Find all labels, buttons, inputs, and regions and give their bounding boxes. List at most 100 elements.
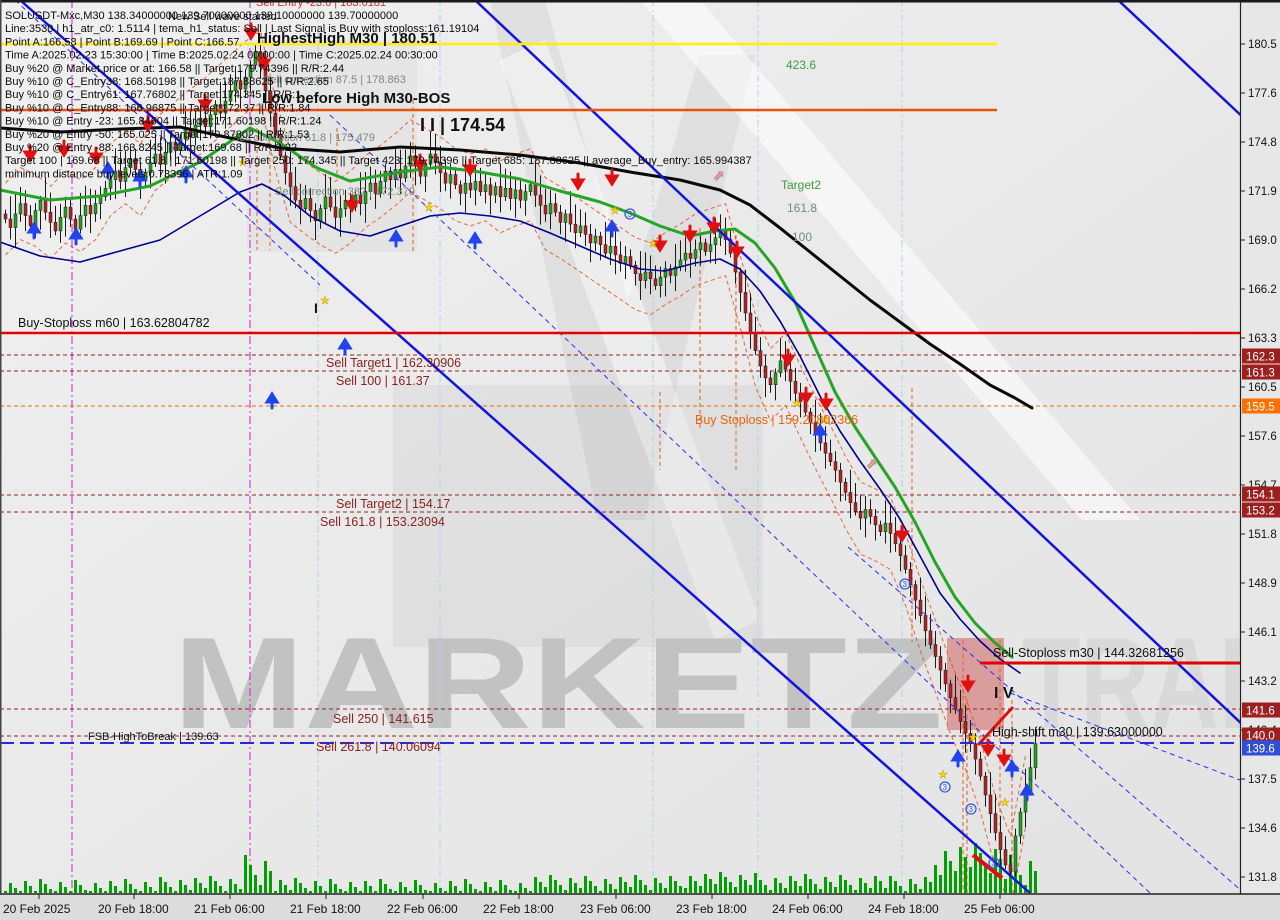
sell-arrow-icon: [22, 144, 38, 163]
sell-arrow-icon: [996, 748, 1012, 767]
price-tick-label: 160.5: [1248, 382, 1277, 394]
time-tick-label: 24 Feb 18:00: [868, 902, 939, 916]
watermark: MARKETZ TRADE: [173, 610, 1280, 756]
star-icon: ★: [238, 157, 248, 169]
time-axis[interactable]: 20 Feb 2025 20 Feb 18:00 21 Feb 06:00 21 Fe…: [0, 893, 1280, 920]
sell-arrow-icon: [140, 114, 156, 133]
sell-arrow-icon: [818, 392, 834, 411]
buy-arrow-icon: [132, 169, 148, 188]
price-tick-label: 180.5: [1248, 39, 1277, 51]
sell-100-label: Sell 100 | 161.37: [336, 374, 430, 388]
price-tick-label: 171.9: [1248, 186, 1277, 198]
sell-arrow-icon: [729, 240, 745, 259]
star-icon: ★: [320, 295, 330, 307]
buy-arrow-icon: [604, 219, 620, 238]
info-line: Buy %20 @ Market price or at: 166.58 || …: [5, 63, 344, 75]
hollow-arrow-icon: ⇗: [866, 455, 878, 471]
price-badge: 139.6: [1246, 744, 1275, 756]
info-line: minimum distance buy levels:0.73396 | AT…: [5, 168, 242, 180]
star-icon: ★: [820, 414, 830, 426]
price-axis[interactable]: 180.5 177.6 174.8 171.9 169.0 166.2 163.3 160.5…: [1239, 0, 1280, 894]
watermark-left: MARKETZ: [173, 610, 943, 756]
exit-circle-icon: [965, 803, 977, 815]
price-tick-label: 131.8: [1248, 872, 1277, 884]
time-tick-label: 24 Feb 06:00: [772, 902, 843, 916]
buy-arrow-icon: [1004, 759, 1020, 778]
time-tick-label: 23 Feb 18:00: [676, 902, 747, 916]
buy-stoploss-label: Buy Stoploss | 159.20802366: [695, 413, 858, 427]
svg-text:3: 3: [628, 210, 633, 219]
svg-text:3: 3: [943, 783, 948, 792]
sell-arrow-icon: [652, 234, 668, 253]
price-tick-label: 134.6: [1248, 823, 1277, 835]
info-line: Line:3530 | h1_atr_c0: 1.5114 | tema_h1_…: [5, 23, 479, 35]
buy-stoploss-m60-label: Buy-Stoploss m60 | 163.62804782: [18, 316, 210, 330]
volume-bars: [4, 843, 1037, 893]
sell-target1-label: Sell Target1 | 162.30906: [326, 356, 461, 370]
sell-correction-875-label: Sell correction 87.5 | 178.863: [263, 74, 406, 86]
info-line: Buy %10 @ Entry -23: 165.84604 || Target…: [5, 116, 322, 128]
buy-arrow-icon: [467, 231, 483, 250]
time-tick-label: 23 Feb 06:00: [580, 902, 651, 916]
trendlines[interactable]: [14, 0, 1280, 894]
svg-text:3: 3: [903, 580, 908, 589]
watermark-right: TRADE: [1022, 610, 1280, 756]
sell-entry-top-label: Sell Entry -23.6 | 183.0181: [256, 0, 386, 9]
time-tick-label: 22 Feb 06:00: [387, 902, 458, 916]
sell-arrow-icon: [412, 153, 428, 172]
wave-iii-label: I I | 174.54: [420, 115, 505, 135]
sell-arrow-icon: [88, 146, 104, 165]
annotations: Sell Entry -23.6 | 183.0181 New Sell wave…: [18, 0, 1184, 754]
star-icon: ★: [938, 769, 948, 781]
info-line: Buy %10 @ C_Entry38: 168.50198 || Target…: [5, 76, 329, 88]
sell-arrow-icon: [256, 52, 272, 71]
level-lines: [0, 42, 1240, 744]
new-sell-wave-label: New Sell wave started: [168, 11, 277, 23]
price-tick-label: 174.8: [1248, 137, 1277, 149]
price-tick-label: 151.8: [1248, 529, 1277, 541]
info-line: Time A:2025.02.23 15:30:00 | Time B:2025…: [5, 50, 438, 62]
sell-arrow-icon: [243, 22, 259, 41]
price-tick-label: 169.0: [1248, 235, 1277, 247]
time-tick-label: 21 Feb 06:00: [194, 902, 265, 916]
star-icon: ★: [610, 205, 620, 217]
info-line: SOLUSDT-Mxc,M30 138.34000000 139.7000000…: [5, 10, 398, 22]
sell-arrow-icon: [780, 348, 796, 367]
sell-arrow-icon: [604, 168, 620, 187]
exit-circle-icon: [939, 781, 951, 793]
sell-arrow-icon: [960, 674, 976, 693]
price-tick-label: 148.9: [1248, 578, 1277, 590]
time-tick-label: 21 Feb 18:00: [290, 902, 361, 916]
buy-arrow-icon: [264, 391, 280, 410]
moving-averages: [0, 125, 1034, 674]
target2-100-label: 100: [792, 230, 812, 244]
exit-circle-icon: [624, 208, 636, 220]
high-shift-label: High-shift m30 | 139.63000000: [992, 725, 1163, 739]
sell-arrow-icon: [462, 158, 478, 177]
price-badge: 159.5: [1246, 402, 1275, 414]
info-line: Target 100 | 169.68 || Target 61.8 | 171…: [5, 155, 752, 167]
price-tick-label: 143.2: [1248, 676, 1277, 688]
fsb-hightobreak-label: FSB-HighToBreak | 139.63: [88, 731, 219, 743]
star-icon: ★: [424, 202, 434, 214]
sell-arrow-icon: [706, 216, 722, 235]
info-panel: SOLUSDT-Mxc,M30 138.34000000 139.7000000…: [5, 10, 752, 180]
sell-2618-label: Sell 261.8 | 140.06094: [316, 740, 441, 754]
price-badge: 154.1: [1246, 490, 1275, 502]
sell-stoploss-m30-label: Sell-Stoploss m30 | 144.32681256: [993, 646, 1184, 660]
buy-arrow-icon: [26, 221, 42, 240]
sell-arrow-icon: [56, 139, 72, 158]
price-badge: 141.6: [1246, 706, 1275, 718]
target2-label: Target2: [781, 178, 821, 192]
svg-text:3: 3: [992, 859, 997, 868]
fib-levels: [0, 354, 1240, 737]
info-line: Buy %10 @ C_Entry61: 167.76802 || Target…: [5, 89, 301, 101]
sell-correction-618-label: Sell correction 61.8 | 175.479: [232, 132, 375, 144]
price-badge: 162.3: [1246, 352, 1275, 364]
sell-arrow-icon: [197, 93, 213, 112]
sell-1618-label: Sell 161.8 | 153.23094: [320, 515, 445, 529]
sell-arrow-icon: [682, 224, 698, 243]
